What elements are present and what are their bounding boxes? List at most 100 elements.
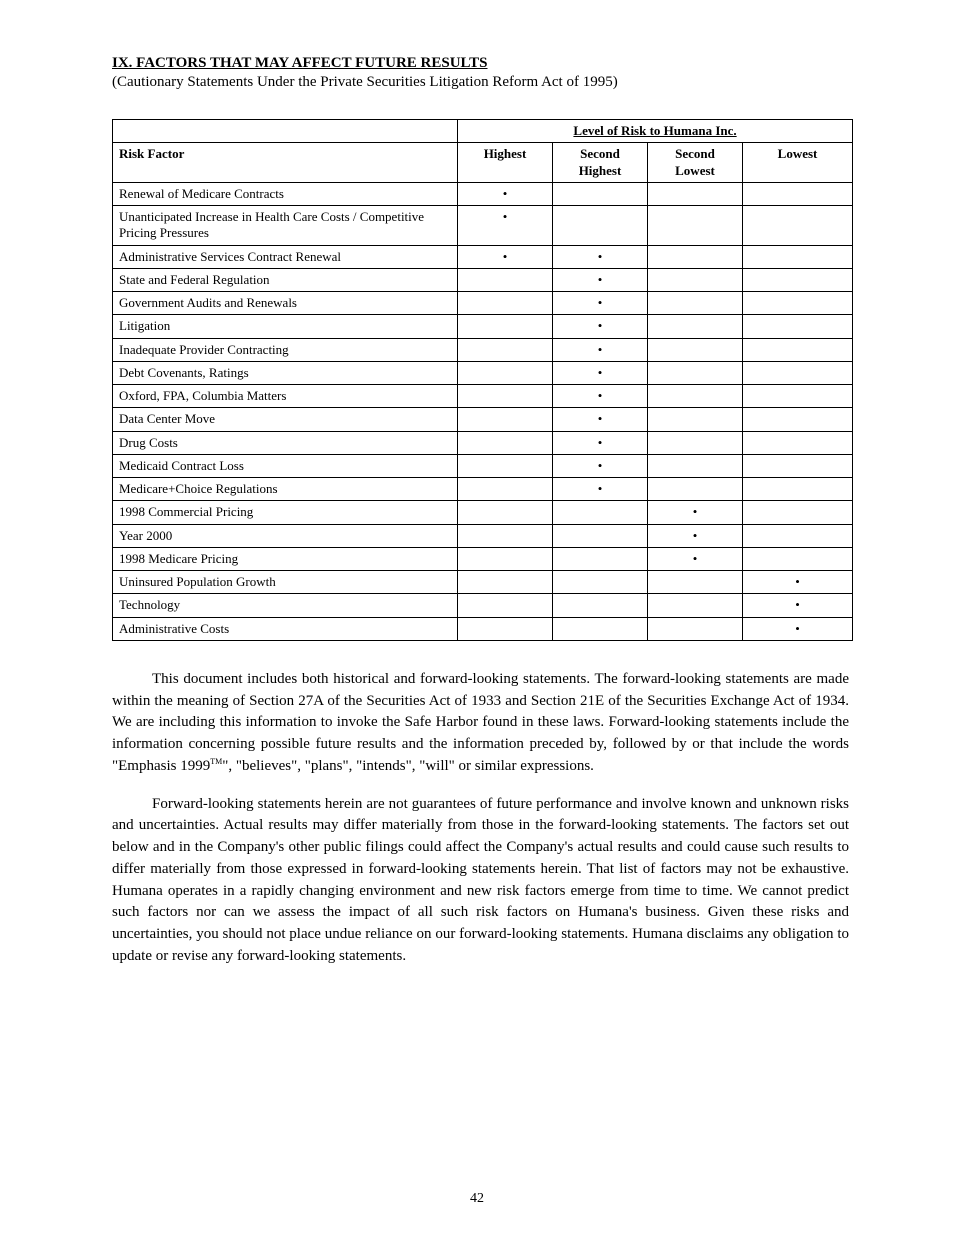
dot-icon: • bbox=[598, 272, 603, 287]
risk-empty bbox=[553, 571, 648, 594]
table-row: Administrative Costs • bbox=[113, 617, 853, 640]
table-row: State and Federal Regulation • bbox=[113, 268, 853, 291]
risk-mark: • bbox=[743, 594, 853, 617]
risk-mark: • bbox=[458, 245, 553, 268]
risk-mark: • bbox=[743, 571, 853, 594]
risk-factor-label: Medicaid Contract Loss bbox=[113, 454, 458, 477]
risk-mark: • bbox=[553, 338, 648, 361]
risk-empty bbox=[648, 385, 743, 408]
risk-empty bbox=[458, 338, 553, 361]
table-row: Technology • bbox=[113, 594, 853, 617]
risk-factor-label: 1998 Medicare Pricing bbox=[113, 547, 458, 570]
risk-empty bbox=[743, 524, 853, 547]
dot-icon: • bbox=[598, 295, 603, 310]
risk-factor-label: Litigation bbox=[113, 315, 458, 338]
dot-icon: • bbox=[598, 458, 603, 473]
dot-icon: • bbox=[598, 365, 603, 380]
risk-empty bbox=[458, 408, 553, 431]
table-row: Renewal of Medicare Contracts • bbox=[113, 182, 853, 205]
risk-factors-table: Level of Risk to Humana Inc.Risk FactorH… bbox=[112, 119, 853, 641]
table-row: Oxford, FPA, Columbia Matters • bbox=[113, 385, 853, 408]
column-header-level-1: SecondHighest bbox=[553, 143, 648, 183]
page: IX. FACTORS THAT MAY AFFECT FUTURE RESUL… bbox=[0, 0, 954, 1235]
risk-empty bbox=[458, 431, 553, 454]
dot-icon: • bbox=[503, 186, 508, 201]
risk-empty bbox=[743, 361, 853, 384]
risk-factor-label: Administrative Services Contract Renewal bbox=[113, 245, 458, 268]
dot-icon: • bbox=[795, 574, 800, 589]
section-subtitle: (Cautionary Statements Under the Private… bbox=[112, 74, 849, 91]
risk-empty bbox=[743, 206, 853, 246]
risk-factor-label: Unanticipated Increase in Health Care Co… bbox=[113, 206, 458, 246]
risk-mark: • bbox=[553, 385, 648, 408]
risk-empty bbox=[648, 408, 743, 431]
risk-empty bbox=[458, 385, 553, 408]
column-header-factor: Risk Factor bbox=[113, 143, 458, 183]
risk-empty bbox=[648, 594, 743, 617]
table-row: 1998 Medicare Pricing • bbox=[113, 547, 853, 570]
risk-empty bbox=[743, 408, 853, 431]
risk-mark: • bbox=[648, 501, 743, 524]
risk-empty bbox=[458, 524, 553, 547]
risk-factor-label: 1998 Commercial Pricing bbox=[113, 501, 458, 524]
dot-icon: • bbox=[598, 481, 603, 496]
risk-mark: • bbox=[553, 245, 648, 268]
dot-icon: • bbox=[598, 249, 603, 264]
risk-empty bbox=[458, 315, 553, 338]
table-row: Government Audits and Renewals • bbox=[113, 292, 853, 315]
dot-icon: • bbox=[598, 388, 603, 403]
section-title: IX. FACTORS THAT MAY AFFECT FUTURE RESUL… bbox=[112, 55, 849, 72]
risk-factor-label: Government Audits and Renewals bbox=[113, 292, 458, 315]
dot-icon: • bbox=[795, 621, 800, 636]
column-header-level-3: Lowest bbox=[743, 143, 853, 183]
risk-mark: • bbox=[553, 454, 648, 477]
tm-mark: TM bbox=[210, 757, 222, 766]
risk-empty bbox=[648, 182, 743, 205]
risk-factor-label: Oxford, FPA, Columbia Matters bbox=[113, 385, 458, 408]
risk-factor-label: Technology bbox=[113, 594, 458, 617]
risk-factor-label: Medicare+Choice Regulations bbox=[113, 478, 458, 501]
risk-empty bbox=[458, 361, 553, 384]
risk-mark: • bbox=[458, 206, 553, 246]
dot-icon: • bbox=[693, 551, 698, 566]
risk-factor-label: Renewal of Medicare Contracts bbox=[113, 182, 458, 205]
risk-empty bbox=[743, 268, 853, 291]
table-row: Data Center Move • bbox=[113, 408, 853, 431]
risk-empty bbox=[648, 617, 743, 640]
risk-empty bbox=[458, 454, 553, 477]
risk-empty bbox=[648, 292, 743, 315]
risk-empty bbox=[553, 206, 648, 246]
table-row: Administrative Services Contract Renewal… bbox=[113, 245, 853, 268]
risk-mark: • bbox=[553, 315, 648, 338]
risk-empty bbox=[458, 292, 553, 315]
risk-mark: • bbox=[648, 524, 743, 547]
risk-empty bbox=[743, 547, 853, 570]
risk-empty bbox=[743, 315, 853, 338]
risk-empty bbox=[743, 292, 853, 315]
risk-empty bbox=[553, 594, 648, 617]
risk-empty bbox=[458, 478, 553, 501]
risk-mark: • bbox=[648, 547, 743, 570]
table-header-blank bbox=[113, 120, 458, 143]
risk-factor-label: Data Center Move bbox=[113, 408, 458, 431]
risk-empty bbox=[743, 338, 853, 361]
risk-empty bbox=[553, 501, 648, 524]
risk-empty bbox=[648, 338, 743, 361]
risk-factor-label: Inadequate Provider Contracting bbox=[113, 338, 458, 361]
risk-empty bbox=[743, 245, 853, 268]
risk-empty bbox=[743, 385, 853, 408]
table-row: 1998 Commercial Pricing • bbox=[113, 501, 853, 524]
body-paragraphs: This document includes both historical a… bbox=[112, 669, 849, 968]
dot-icon: • bbox=[598, 411, 603, 426]
dot-icon: • bbox=[598, 342, 603, 357]
risk-empty bbox=[648, 478, 743, 501]
risk-empty bbox=[743, 182, 853, 205]
risk-empty bbox=[553, 182, 648, 205]
table-row: Unanticipated Increase in Health Care Co… bbox=[113, 206, 853, 246]
risk-mark: • bbox=[553, 431, 648, 454]
risk-empty bbox=[648, 361, 743, 384]
risk-empty bbox=[553, 524, 648, 547]
dot-icon: • bbox=[693, 504, 698, 519]
dot-icon: • bbox=[598, 435, 603, 450]
dot-icon: • bbox=[503, 209, 508, 224]
